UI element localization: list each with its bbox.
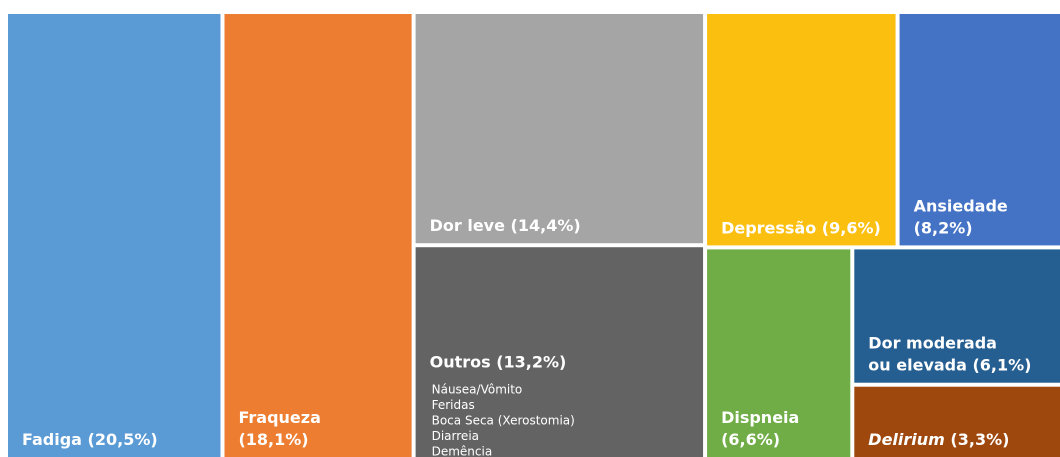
tile <box>224 14 412 457</box>
tile-label: (18,1%) <box>238 430 308 449</box>
tile-label-part: (3,3%) <box>945 430 1010 449</box>
tile <box>707 14 896 246</box>
tile <box>854 386 1060 457</box>
tile <box>899 14 1060 246</box>
tile-label: Dor leve (14,4%) <box>430 216 581 235</box>
tile-label: (6,6%) <box>721 430 780 449</box>
tile <box>8 14 221 457</box>
tile-label: Ansiedade <box>914 196 1008 215</box>
tile-detail: Feridas <box>432 398 475 412</box>
tile <box>415 247 704 457</box>
tile-detail: Boca Seca (Xerostomia) <box>432 414 575 428</box>
tile-label-italic: Delirium <box>868 430 945 449</box>
tile-label: Fadiga (20,5%) <box>22 430 158 449</box>
tile-label: Delirium (3,3%) <box>868 430 1009 449</box>
tile-label: Dispneia <box>721 408 799 427</box>
tile-detail: Demência <box>432 445 493 457</box>
tile <box>707 249 851 457</box>
tile-label: Dor moderada <box>868 334 997 353</box>
tile <box>854 249 1060 383</box>
tile-detail: Diarreia <box>432 429 479 443</box>
tile-label: (8,2%) <box>914 218 973 237</box>
tile-label: ou elevada (6,1%) <box>868 356 1031 375</box>
tile-label: Fraqueza <box>238 408 320 427</box>
tile <box>415 14 704 244</box>
tile-label: Outros (13,2%) <box>430 353 567 372</box>
tile-label: Depressão (9,6%) <box>721 218 881 237</box>
tile-detail: Náusea/Vômito <box>432 383 523 397</box>
